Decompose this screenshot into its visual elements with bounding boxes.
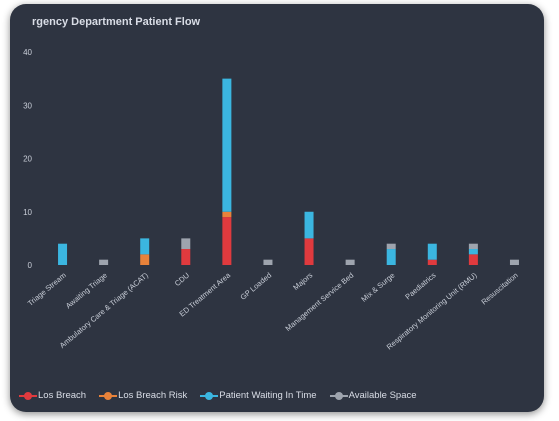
y-tick-label: 30: [23, 101, 32, 110]
bar-segment[interactable]: [304, 211, 314, 239]
bar-segment[interactable]: [468, 243, 478, 250]
x-tick-label: Majors: [291, 270, 314, 292]
legend-item[interactable]: Los Breach Risk: [99, 390, 188, 401]
legend-marker-icon: [329, 391, 348, 400]
x-tick-label: CDU: [173, 271, 191, 288]
legend-label: Los Breach Risk: [118, 390, 188, 401]
legend-label: Los Breach: [38, 390, 87, 401]
x-tick-label: Ambulatory Care & Triage (ACAT): [58, 270, 151, 350]
bars: [58, 78, 519, 265]
legend-label: Available Space: [348, 390, 417, 401]
y-tick-label: 0: [28, 261, 33, 270]
y-tick-label: 10: [23, 208, 32, 217]
bar-segment[interactable]: [181, 238, 191, 250]
bar-segment[interactable]: [222, 78, 232, 212]
bar-segment[interactable]: [468, 249, 478, 255]
chart-title: rgency Department Patient Flow: [32, 16, 201, 28]
bar-segment[interactable]: [509, 259, 519, 265]
x-tick-label: Management Service Bed: [284, 271, 356, 333]
y-axis: 0 10 20 30 40: [23, 48, 32, 270]
legend-item[interactable]: Patient Waiting In Time: [200, 390, 317, 401]
legend-item[interactable]: Los Breach: [19, 390, 87, 401]
bar-segment[interactable]: [222, 217, 232, 265]
bar-segment[interactable]: [263, 259, 273, 265]
y-tick-label: 20: [23, 155, 32, 164]
x-tick-label: GP Loaded: [238, 271, 273, 302]
y-tick-label: 40: [23, 48, 32, 57]
bar-segment[interactable]: [222, 211, 232, 218]
x-tick-label: Triage Stream: [26, 271, 68, 308]
bar-segment[interactable]: [99, 259, 109, 265]
bar-segment[interactable]: [468, 254, 478, 265]
bar-segment[interactable]: [386, 249, 396, 265]
chart-legend: Los Breach Los Breach Risk Patient Waiting…: [19, 390, 417, 401]
x-tick-label: Respiratory Monitoring Unit (RMU): [385, 270, 479, 351]
bar-segment[interactable]: [58, 243, 68, 265]
legend-label: Patient Waiting In Time: [219, 390, 317, 401]
legend-marker-icon: [99, 391, 118, 400]
bar-segment[interactable]: [181, 249, 191, 265]
x-tick-label: Awaiting Triage: [64, 271, 109, 311]
x-tick-label: Paediatrics: [403, 270, 437, 301]
bar-segment[interactable]: [304, 238, 314, 265]
bar-segment[interactable]: [386, 243, 396, 250]
chart-frame: rgency Department Patient Flow 0 10 20 30 40…: [10, 4, 544, 412]
x-tick-label: Resuscitation: [479, 271, 519, 307]
bar-segment[interactable]: [427, 259, 437, 265]
bar-segment[interactable]: [140, 238, 150, 255]
legend-marker-icon: [19, 391, 37, 400]
legend-marker-icon: [200, 391, 219, 400]
x-tick-label: Mix & Surge: [359, 271, 396, 304]
legend-item[interactable]: Available Space: [329, 390, 417, 401]
bar-segment[interactable]: [140, 254, 150, 265]
bar-segment[interactable]: [427, 243, 437, 260]
bar-segment[interactable]: [345, 259, 355, 265]
